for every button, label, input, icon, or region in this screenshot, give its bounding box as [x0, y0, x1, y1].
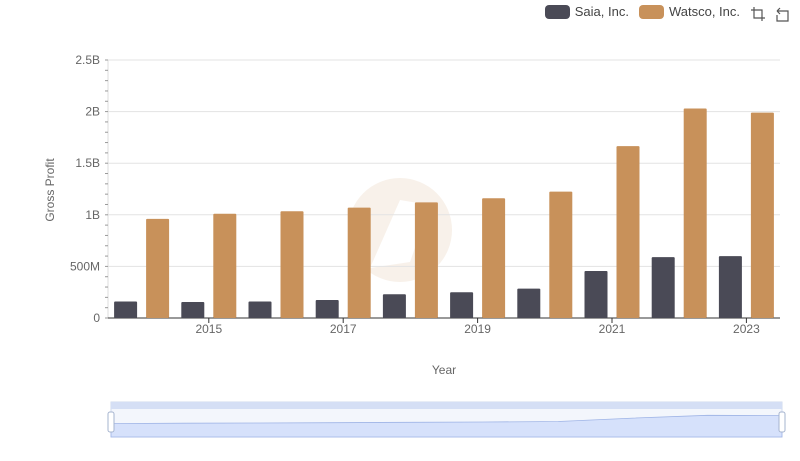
- bar-saia-2018: [382, 294, 406, 318]
- y-tick-label: 2.5B: [75, 53, 100, 67]
- y-tick-label: 2B: [85, 105, 100, 119]
- zoom-selected-bar[interactable]: [111, 402, 782, 409]
- bar-saia-2016: [248, 301, 272, 318]
- legend: Saia, Inc. Watsco, Inc.: [544, 4, 740, 19]
- bar-watsco-2020: [549, 191, 573, 318]
- legend-swatch-watsco: [638, 4, 664, 19]
- x-tick-label: 2017: [330, 322, 357, 336]
- bar-watsco-2015: [213, 213, 237, 318]
- bar-saia-2019: [450, 292, 474, 318]
- bar-watsco-2019: [482, 198, 506, 318]
- zoom-icon[interactable]: [750, 6, 766, 22]
- zoom-handle-right[interactable]: [778, 411, 786, 433]
- zoom-handle-left[interactable]: [107, 411, 115, 433]
- bar-saia-2017: [315, 299, 339, 318]
- legend-item-watsco[interactable]: Watsco, Inc.: [638, 4, 740, 19]
- bar-watsco-2022: [683, 108, 707, 318]
- legend-label-saia: Saia, Inc.: [574, 4, 629, 19]
- y-tick-label: 0: [93, 311, 100, 325]
- y-axis-title: Gross Profit: [43, 158, 57, 222]
- bar-watsco-2023: [750, 112, 774, 319]
- bar-watsco-2021: [616, 146, 640, 318]
- bar-watsco-2016: [280, 211, 304, 318]
- bar-saia-2015: [181, 302, 205, 318]
- legend-label-watsco: Watsco, Inc.: [668, 4, 740, 19]
- x-axis-title: Year: [431, 363, 457, 377]
- bar-watsco-2018: [414, 202, 438, 318]
- x-tick-label: 2023: [733, 322, 760, 336]
- bar-watsco-2017: [347, 207, 371, 318]
- y-tick-label: 500M: [70, 259, 100, 273]
- bar-watsco-2014: [146, 218, 170, 318]
- legend-swatch-saia: [544, 4, 570, 19]
- bar-saia-2021: [584, 271, 608, 318]
- x-tick-label: 2015: [195, 322, 222, 336]
- bar-saia-2022: [651, 257, 675, 318]
- y-tick-label: 1.5B: [75, 156, 100, 170]
- x-tick-label: 2021: [599, 322, 626, 336]
- bar-saia-2020: [517, 288, 541, 318]
- bar-saia-2023: [718, 256, 742, 318]
- restore-icon[interactable]: [774, 6, 790, 22]
- chart-toolbar: [750, 6, 790, 22]
- legend-item-saia[interactable]: Saia, Inc.: [544, 4, 629, 19]
- bar-saia-2014: [114, 301, 138, 318]
- x-tick-label: 2019: [464, 322, 491, 336]
- y-tick-label: 1B: [85, 208, 100, 222]
